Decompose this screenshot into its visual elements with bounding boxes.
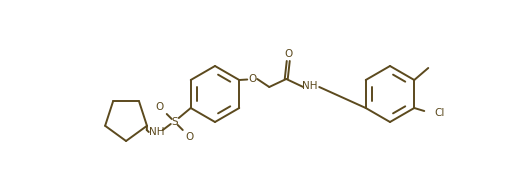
Text: O: O [284,49,292,59]
Text: O: O [156,102,164,112]
Text: S: S [171,117,178,127]
Text: NH: NH [302,81,318,91]
Text: O: O [186,132,194,142]
Text: Cl: Cl [434,108,444,118]
Text: NH: NH [149,127,165,137]
Text: O: O [248,74,256,84]
